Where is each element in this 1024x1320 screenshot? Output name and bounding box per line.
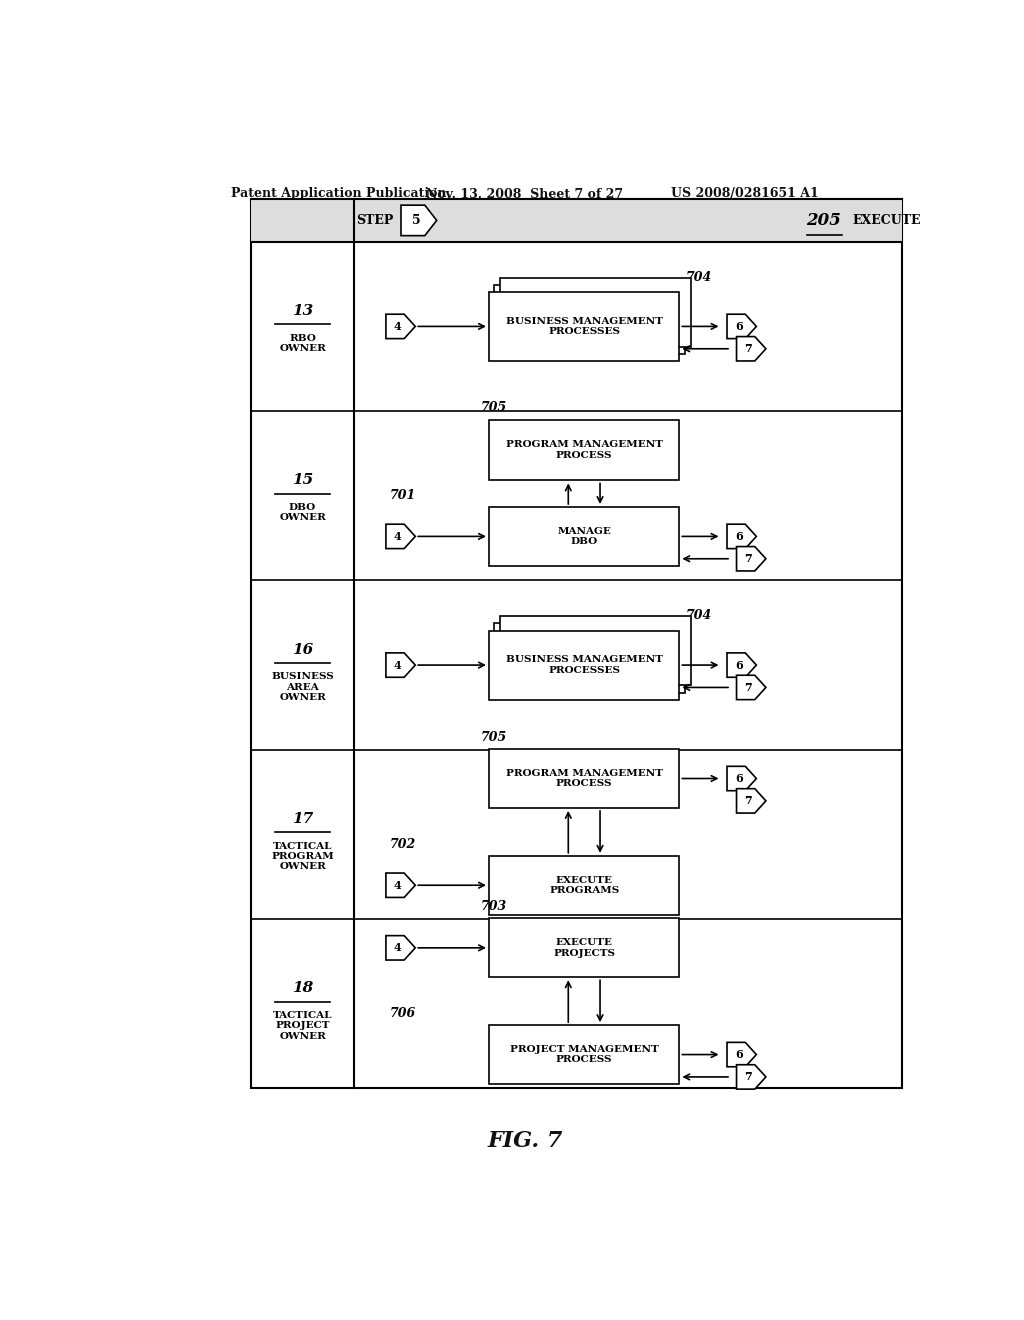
Text: MANAGE
DBO: MANAGE DBO bbox=[557, 527, 611, 546]
Text: 4: 4 bbox=[394, 942, 401, 953]
Text: 704: 704 bbox=[686, 271, 712, 284]
Polygon shape bbox=[386, 936, 416, 960]
Text: Nov. 13, 2008  Sheet 7 of 27: Nov. 13, 2008 Sheet 7 of 27 bbox=[426, 187, 624, 201]
Text: 15: 15 bbox=[292, 474, 313, 487]
Text: 17: 17 bbox=[292, 812, 313, 826]
Polygon shape bbox=[386, 314, 416, 339]
Text: 6: 6 bbox=[735, 774, 742, 784]
Text: 705: 705 bbox=[481, 731, 507, 744]
Text: 7: 7 bbox=[744, 1072, 753, 1082]
Bar bbox=[488, 748, 679, 808]
Text: 16: 16 bbox=[292, 643, 313, 657]
Text: RBO
OWNER: RBO OWNER bbox=[280, 334, 326, 352]
Bar bbox=[495, 285, 685, 354]
Bar bbox=[251, 199, 902, 242]
Text: 7: 7 bbox=[744, 796, 753, 807]
Bar bbox=[495, 623, 685, 693]
Bar bbox=[488, 507, 679, 566]
Bar bbox=[500, 277, 690, 347]
Text: 18: 18 bbox=[292, 982, 313, 995]
Bar bbox=[488, 1026, 679, 1084]
Text: BUSINESS MANAGEMENT
PROCESSES: BUSINESS MANAGEMENT PROCESSES bbox=[506, 317, 663, 337]
Bar bbox=[488, 631, 679, 700]
Polygon shape bbox=[727, 653, 757, 677]
Text: 7: 7 bbox=[744, 343, 753, 354]
Bar bbox=[251, 199, 902, 1089]
Text: EXECUTE
PROGRAMS: EXECUTE PROGRAMS bbox=[549, 875, 620, 895]
Text: 703: 703 bbox=[481, 900, 507, 913]
Polygon shape bbox=[736, 676, 766, 700]
Polygon shape bbox=[386, 524, 416, 549]
Text: PROGRAM MANAGEMENT
PROCESS: PROGRAM MANAGEMENT PROCESS bbox=[506, 441, 663, 459]
Text: 205: 205 bbox=[807, 213, 842, 228]
Text: 7: 7 bbox=[744, 682, 753, 693]
Text: STEP: STEP bbox=[356, 214, 394, 227]
Text: 13: 13 bbox=[292, 304, 313, 318]
Text: TACTICAL
PROJECT
OWNER: TACTICAL PROJECT OWNER bbox=[272, 1011, 333, 1040]
Text: 6: 6 bbox=[735, 531, 742, 543]
Text: 4: 4 bbox=[394, 660, 401, 671]
Polygon shape bbox=[736, 788, 766, 813]
Text: PROJECT MANAGEMENT
PROCESS: PROJECT MANAGEMENT PROCESS bbox=[510, 1045, 658, 1064]
Polygon shape bbox=[727, 767, 757, 791]
Text: 6: 6 bbox=[735, 1049, 742, 1060]
Text: US 2008/0281651 A1: US 2008/0281651 A1 bbox=[671, 187, 818, 201]
Bar bbox=[488, 855, 679, 915]
Bar bbox=[488, 420, 679, 480]
Polygon shape bbox=[736, 546, 766, 572]
Text: 7: 7 bbox=[744, 553, 753, 564]
Text: 6: 6 bbox=[735, 321, 742, 331]
Polygon shape bbox=[736, 1065, 766, 1089]
Text: 6: 6 bbox=[735, 660, 742, 671]
Bar bbox=[500, 616, 690, 685]
Text: BUSINESS MANAGEMENT
PROCESSES: BUSINESS MANAGEMENT PROCESSES bbox=[506, 655, 663, 675]
Text: FIG. 7: FIG. 7 bbox=[487, 1130, 562, 1152]
Polygon shape bbox=[727, 1043, 757, 1067]
Text: EXECUTE: EXECUTE bbox=[853, 214, 921, 227]
Polygon shape bbox=[386, 873, 416, 898]
Text: EXECUTE
PROJECTS: EXECUTE PROJECTS bbox=[553, 939, 615, 957]
Text: TACTICAL
PROGRAM
OWNER: TACTICAL PROGRAM OWNER bbox=[271, 842, 334, 871]
Bar bbox=[488, 292, 679, 360]
Bar bbox=[488, 919, 679, 977]
Polygon shape bbox=[386, 653, 416, 677]
Text: 704: 704 bbox=[686, 610, 712, 623]
Text: 4: 4 bbox=[394, 321, 401, 331]
Text: 4: 4 bbox=[394, 531, 401, 543]
Text: PROGRAM MANAGEMENT
PROCESS: PROGRAM MANAGEMENT PROCESS bbox=[506, 768, 663, 788]
Text: 706: 706 bbox=[390, 1007, 416, 1020]
Text: 4: 4 bbox=[394, 879, 401, 891]
Polygon shape bbox=[727, 314, 757, 339]
Polygon shape bbox=[736, 337, 766, 360]
Text: Patent Application Publication: Patent Application Publication bbox=[231, 187, 446, 201]
Text: 701: 701 bbox=[390, 488, 416, 502]
Text: BUSINESS
AREA
OWNER: BUSINESS AREA OWNER bbox=[271, 672, 334, 702]
Text: 702: 702 bbox=[390, 838, 416, 850]
Text: DBO
OWNER: DBO OWNER bbox=[280, 503, 326, 523]
Text: 5: 5 bbox=[412, 214, 421, 227]
Polygon shape bbox=[727, 524, 757, 549]
Text: 705: 705 bbox=[481, 401, 507, 414]
Polygon shape bbox=[401, 205, 436, 236]
